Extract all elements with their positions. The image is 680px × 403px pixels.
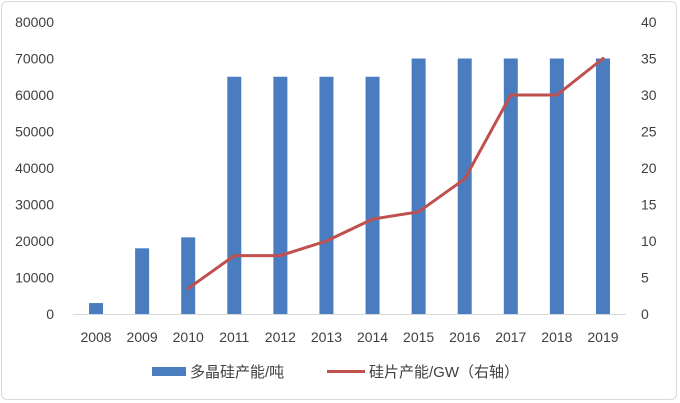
- bar-series: [89, 58, 610, 314]
- bar-2013: [319, 76, 334, 314]
- left-tick-label: 50000: [15, 124, 54, 140]
- right-tick-label: 10: [641, 233, 657, 249]
- x-tick-label: 2019: [587, 329, 618, 345]
- right-tick-label: 5: [641, 270, 649, 286]
- line-point-2019: [601, 57, 605, 60]
- line-point-2010: [186, 286, 190, 290]
- x-tick-label: 2011: [219, 329, 249, 345]
- line-point-2018: [555, 93, 559, 97]
- x-tick-label: 2018: [541, 329, 572, 345]
- legend-label-line: 硅片产能/GW（右轴）: [369, 364, 519, 381]
- line-point-2013: [324, 239, 328, 243]
- left-tick-label: 20000: [15, 233, 54, 249]
- x-tick-label: 2012: [265, 329, 296, 345]
- legend-label-bar: 多晶硅产能/吨: [190, 364, 284, 381]
- x-axis-ticks: 2008 2009 2010 2011 2012 2013 2014 2015 2016 2017…: [80, 329, 618, 345]
- bar-2011: [227, 76, 242, 314]
- bar-2017: [503, 58, 518, 314]
- right-tick-label: 15: [641, 197, 657, 213]
- bar-2012: [273, 76, 288, 314]
- bar-2010: [181, 237, 196, 314]
- x-tick-label: 2013: [311, 329, 342, 345]
- x-tick-label: 2009: [127, 329, 158, 345]
- left-tick-label: 70000: [15, 51, 54, 67]
- line-point-2014: [371, 217, 375, 221]
- left-axis-ticks: 0 10000 20000 30000 40000 50000 60000 70000 8000…: [15, 14, 54, 322]
- right-tick-label: 35: [641, 51, 657, 67]
- x-tick-label: 2014: [357, 329, 388, 345]
- x-tick-label: 2015: [403, 329, 434, 345]
- line-point-2017: [509, 93, 513, 97]
- bar-2008: [89, 303, 104, 314]
- line-point-2015: [417, 210, 421, 214]
- x-tick-label: 2010: [173, 329, 204, 345]
- bar-2014: [365, 76, 380, 314]
- right-tick-label: 40: [641, 14, 657, 30]
- left-tick-label: 60000: [15, 87, 54, 103]
- x-tick-label: 2008: [80, 329, 111, 345]
- x-tick-label: 2017: [495, 329, 526, 345]
- left-tick-label: 30000: [15, 197, 54, 213]
- left-tick-label: 10000: [15, 270, 54, 286]
- left-tick-label: 80000: [15, 14, 54, 30]
- right-tick-label: 20: [641, 160, 657, 176]
- bar-2015: [411, 58, 426, 314]
- right-tick-label: 30: [641, 87, 657, 103]
- x-tick-label: 2016: [449, 329, 480, 345]
- right-axis-ticks: 0 5 10 15 20 25 30 35 40: [641, 14, 657, 322]
- right-tick-label: 25: [641, 124, 657, 140]
- line-path: [186, 57, 605, 290]
- right-tick-label: 0: [641, 306, 649, 322]
- legend-swatch-bar: [152, 367, 186, 376]
- line-series: [186, 57, 605, 290]
- line-point-2011: [232, 254, 236, 258]
- line-point-2012: [278, 254, 282, 258]
- bar-2018: [549, 58, 564, 314]
- left-tick-label: 0: [46, 306, 54, 322]
- line-point-2016: [463, 177, 467, 181]
- left-tick-label: 40000: [15, 160, 54, 176]
- bar-2009: [135, 248, 150, 314]
- legend: 多晶硅产能/吨 硅片产能/GW（右轴）: [152, 364, 519, 381]
- bar-2019: [595, 58, 610, 314]
- bar-2016: [457, 58, 472, 314]
